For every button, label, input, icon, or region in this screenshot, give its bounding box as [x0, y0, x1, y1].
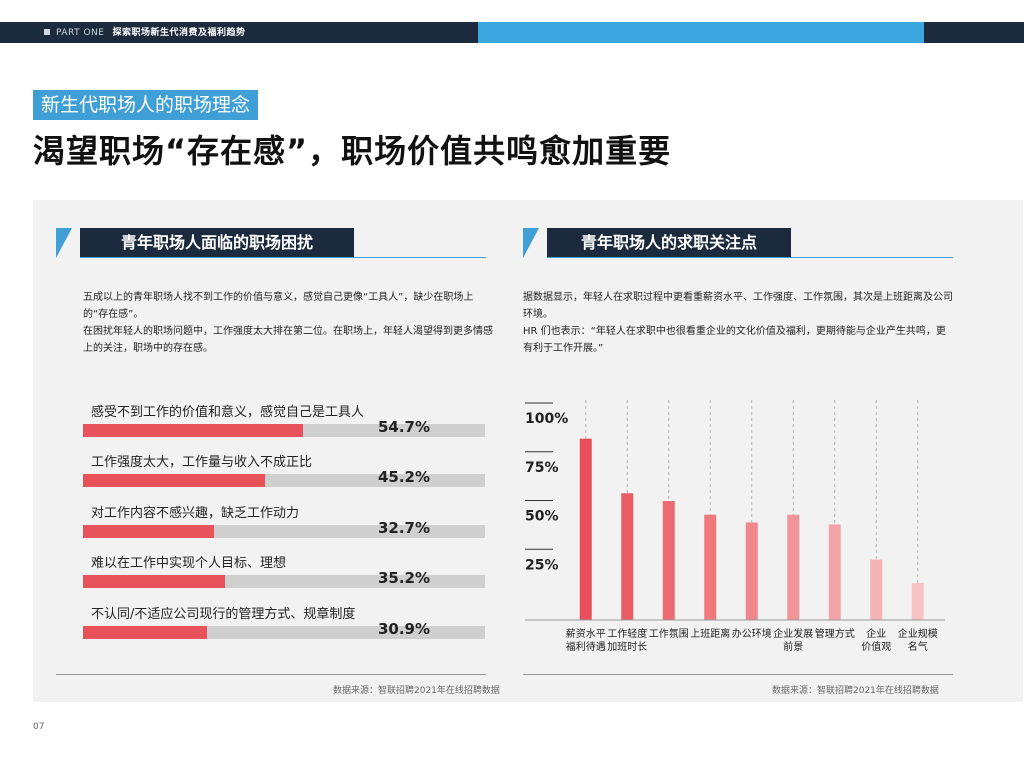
column-category-label: 企业发展: [773, 627, 813, 640]
column-category-label: 工作氛围: [649, 627, 689, 640]
bar-track: [83, 575, 485, 588]
bar-row: 感受不到工作的价值和意义，感觉自己是工具人 54.7%: [83, 401, 485, 445]
bar-track: [83, 424, 485, 437]
column-category-label: 工作轻度: [607, 627, 647, 640]
column-category-label: 办公环境: [732, 627, 772, 640]
header-bar: PART ONE 探索职场新生代消费及福利趋势: [0, 22, 1024, 43]
right-footer-rule: [523, 674, 953, 675]
chapter-badge: 新生代职场人的职场理念: [33, 90, 259, 120]
section-label: 探索职场新生代消费及福利趋势: [112, 28, 246, 38]
column-bar: [704, 514, 717, 620]
column-bar: [579, 438, 592, 620]
bar-category-label: 难以在工作中实现个人目标、理想: [91, 556, 287, 571]
bar-row: 对工作内容不感兴趣，缺乏工作动力 32.7%: [83, 502, 485, 546]
column-category-label: 管理方式: [815, 627, 855, 640]
bar-track: [83, 474, 485, 487]
column-category-label: 加班时长: [607, 641, 647, 653]
header-accent-strip: [478, 22, 924, 43]
bar-value-label: 30.9%: [377, 620, 430, 638]
right-source-note: 数据来源：智联招聘2021年在线招聘数据: [772, 686, 939, 696]
left-source-note: 数据来源：智联招聘2021年在线招聘数据: [333, 686, 500, 696]
bar-category-label: 对工作内容不感兴趣，缺乏工作动力: [91, 506, 300, 521]
bar-category-label: 不认同/不适应公司现行的管理方式、规章制度: [91, 607, 356, 622]
page-title: 渴望职场“存在感”，职场价值共鸣愈加重要: [33, 132, 672, 170]
heading-underline: [80, 257, 486, 258]
bar-value-label: 54.7%: [377, 418, 430, 436]
column-bar: [621, 493, 634, 620]
page-number: 07: [33, 722, 45, 732]
left-footer-rule: [56, 674, 486, 675]
bar-fill: [83, 575, 225, 588]
right-section-heading: 青年职场人的求职关注点: [523, 228, 953, 258]
header-label: PART ONE 探索职场新生代消费及福利趋势: [44, 25, 245, 38]
left-paragraph-2: 在困扰年轻人的职场问题中，工作强度太大排在第二位。在职场上，年轻人渴望得到更多情…: [83, 326, 493, 354]
heading-notch: [56, 228, 72, 258]
column-bar: [662, 501, 675, 620]
column-bar: [787, 514, 800, 620]
column-category-label: 企业: [866, 627, 886, 640]
bar-value-label: 35.2%: [377, 569, 430, 587]
right-paragraph-2: HR 们也表示：“年轻人在求职中也很看重企业的文化价值及福利，更期待能与企业产生…: [523, 326, 946, 354]
bar-value-label: 45.2%: [377, 468, 430, 486]
column-category-label: 薪资水平: [566, 628, 606, 640]
heading-notch: [523, 228, 539, 258]
bar-row: 难以在工作中实现个人目标、理想 35.2%: [83, 552, 485, 596]
y-tick-label: 75%: [525, 460, 559, 476]
y-tick-label: 25%: [525, 557, 559, 573]
column-category-label: 名气: [908, 640, 928, 653]
column-category-label: 前景: [783, 640, 803, 653]
bar-fill: [83, 474, 265, 487]
bar-fill: [83, 424, 303, 437]
column-category-label: 价值观: [861, 640, 891, 653]
bar-value-label: 32.7%: [377, 519, 430, 537]
right-description: 据数据显示，年轻人在求职过程中更看重薪资水平、工作强度、工作氛围，其次是上班距离…: [523, 289, 953, 357]
bar-category-label: 感受不到工作的价值和意义，感觉自己是工具人: [91, 405, 365, 420]
column-bar: [911, 582, 924, 620]
bar-track: [83, 626, 485, 639]
column-bar: [870, 559, 883, 620]
square-bullet-icon: [44, 29, 50, 35]
bar-row: 工作强度太大，工作量与收入不成正比 45.2%: [83, 451, 485, 495]
column-category-label: 福利待遇: [566, 640, 606, 653]
bar-fill: [83, 626, 208, 639]
y-tick-label: 50%: [525, 509, 559, 525]
column-bar: [828, 524, 841, 620]
left-heading-text: 青年职场人面临的职场困扰: [80, 228, 354, 258]
bar-fill: [83, 525, 215, 538]
part-label: PART ONE: [56, 28, 105, 38]
column-bar: [745, 522, 758, 620]
content-panel: [33, 200, 1023, 702]
heading-underline: [547, 257, 953, 258]
right-heading-text: 青年职场人的求职关注点: [547, 228, 791, 258]
y-tick-label: 100%: [525, 411, 568, 427]
column-category-label: 上班距离: [690, 627, 730, 640]
bar-track: [83, 525, 485, 538]
bar-row: 不认同/不适应公司现行的管理方式、规章制度 30.9%: [83, 603, 485, 647]
bar-category-label: 工作强度太大，工作量与收入不成正比: [91, 455, 313, 470]
left-description: 五成以上的青年职场人找不到工作的价值与意义，感觉自己更像“工具人”，缺少在职场上…: [83, 289, 493, 357]
left-paragraph-1: 五成以上的青年职场人找不到工作的价值与意义，感觉自己更像“工具人”，缺少在职场上…: [83, 292, 474, 320]
column-category-label: 企业规模: [898, 627, 938, 640]
left-section-heading: 青年职场人面临的职场困扰: [56, 228, 486, 258]
right-paragraph-1: 据数据显示，年轻人在求职过程中更看重薪资水平、工作强度、工作氛围，其次是上班距离…: [523, 292, 953, 320]
